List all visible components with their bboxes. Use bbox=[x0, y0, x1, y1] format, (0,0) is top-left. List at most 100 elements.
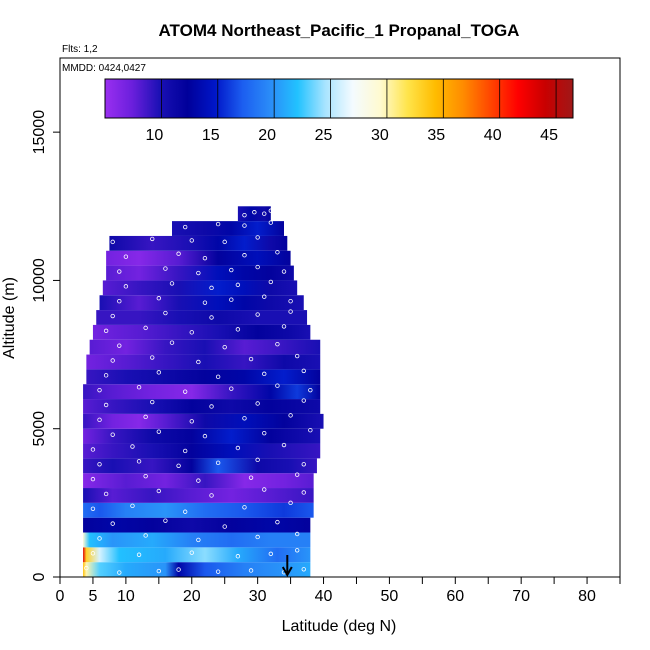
sample-point bbox=[176, 567, 181, 572]
x-tick-label: 60 bbox=[446, 588, 464, 605]
sample-point bbox=[301, 462, 306, 467]
sample-point bbox=[123, 284, 129, 289]
sample-point bbox=[176, 463, 181, 468]
sample-point bbox=[255, 534, 260, 540]
x-tick-label: 50 bbox=[381, 588, 399, 605]
sample-point bbox=[130, 503, 135, 509]
x-tick-label: 40 bbox=[315, 588, 333, 605]
sample-point bbox=[97, 387, 102, 393]
sample-point bbox=[196, 537, 201, 543]
colorbar-tick-label: 45 bbox=[540, 127, 558, 144]
x-axis: 0 5 10 20 30 40 50 60 70 80 bbox=[56, 577, 621, 605]
sample-point bbox=[90, 476, 96, 482]
sample-point bbox=[143, 533, 148, 538]
sample-point bbox=[90, 551, 96, 556]
sample-point bbox=[242, 223, 247, 228]
sample-point bbox=[301, 398, 306, 403]
heatmap-band bbox=[83, 413, 324, 429]
sample-point bbox=[182, 389, 188, 394]
sample-point bbox=[103, 328, 109, 334]
sample-point bbox=[294, 353, 300, 359]
sample-point bbox=[215, 374, 221, 380]
sample-point bbox=[117, 343, 122, 348]
sample-point bbox=[301, 490, 306, 495]
sample-point bbox=[301, 567, 306, 572]
sample-point bbox=[235, 554, 241, 559]
heatmap-band bbox=[89, 339, 321, 355]
sample-point bbox=[182, 224, 188, 230]
sample-point bbox=[90, 506, 96, 511]
sample-point bbox=[189, 238, 194, 243]
y-tick-label: 5000 bbox=[31, 411, 48, 447]
sample-point bbox=[97, 462, 102, 467]
x-tick-label: 20 bbox=[183, 588, 201, 605]
sample-point bbox=[136, 552, 142, 557]
sample-point bbox=[196, 478, 201, 483]
sample-point bbox=[117, 298, 122, 304]
sample-point bbox=[169, 340, 175, 345]
sample-point bbox=[288, 298, 293, 304]
sample-point bbox=[235, 282, 241, 288]
sample-point bbox=[209, 493, 214, 498]
sample-point bbox=[275, 250, 280, 255]
flights-note: Flts: 1,2 bbox=[62, 44, 98, 55]
sample-point bbox=[255, 401, 260, 406]
sample-point bbox=[202, 255, 208, 261]
colorbar-tick-label: 30 bbox=[371, 127, 389, 144]
colorbar-tick-label: 15 bbox=[202, 127, 220, 144]
sample-point bbox=[156, 296, 162, 301]
sample-point bbox=[103, 373, 109, 378]
x-tick-label: 5 bbox=[88, 588, 97, 605]
sample-point bbox=[288, 500, 293, 506]
sample-point bbox=[156, 568, 162, 574]
sample-point bbox=[242, 212, 247, 218]
sample-point bbox=[182, 509, 188, 514]
sample-point bbox=[110, 313, 115, 319]
sample-point bbox=[229, 386, 234, 391]
sample-point bbox=[196, 359, 201, 365]
sample-point bbox=[288, 309, 293, 314]
sample-point bbox=[275, 519, 280, 525]
sample-point bbox=[202, 300, 208, 305]
sample-point bbox=[275, 341, 280, 347]
sample-point bbox=[268, 279, 274, 285]
sample-point bbox=[281, 269, 287, 274]
heatmap-band bbox=[83, 384, 321, 400]
x-axis-label: Latitude (deg N) bbox=[282, 618, 397, 635]
sample-point bbox=[262, 487, 267, 492]
plot-frame bbox=[59, 57, 621, 578]
sample-point bbox=[103, 491, 109, 497]
sample-point bbox=[255, 264, 260, 270]
sample-point bbox=[222, 524, 227, 529]
sample-point bbox=[222, 344, 227, 350]
sample-point bbox=[156, 370, 162, 375]
sample-point bbox=[268, 208, 274, 213]
sample-point bbox=[143, 473, 148, 479]
sample-point bbox=[189, 330, 194, 335]
heatmap-band bbox=[172, 221, 284, 236]
sample-points bbox=[84, 208, 313, 575]
sample-point bbox=[215, 221, 221, 227]
heatmap-band bbox=[83, 517, 311, 533]
sample-point bbox=[255, 457, 260, 463]
sample-point bbox=[229, 267, 234, 273]
sample-point bbox=[288, 413, 293, 418]
heatmap-band bbox=[83, 502, 314, 518]
heatmap-band bbox=[83, 488, 314, 503]
colorbar-tick-label: 35 bbox=[427, 127, 445, 144]
sample-point bbox=[242, 416, 247, 421]
sample-point bbox=[110, 239, 115, 245]
y-tick-label: 10000 bbox=[31, 258, 48, 303]
sample-point bbox=[150, 399, 155, 405]
sample-point bbox=[103, 402, 109, 408]
y-axis: 0 5000 10000 15000 bbox=[31, 110, 60, 581]
sample-point bbox=[215, 569, 221, 574]
heatmap-band bbox=[96, 310, 308, 325]
heatmap-band bbox=[83, 428, 321, 444]
sample-point bbox=[90, 447, 96, 452]
sample-point bbox=[156, 488, 162, 494]
sample-point bbox=[202, 433, 208, 439]
heatmap-band bbox=[86, 369, 321, 385]
sample-point bbox=[248, 568, 254, 573]
